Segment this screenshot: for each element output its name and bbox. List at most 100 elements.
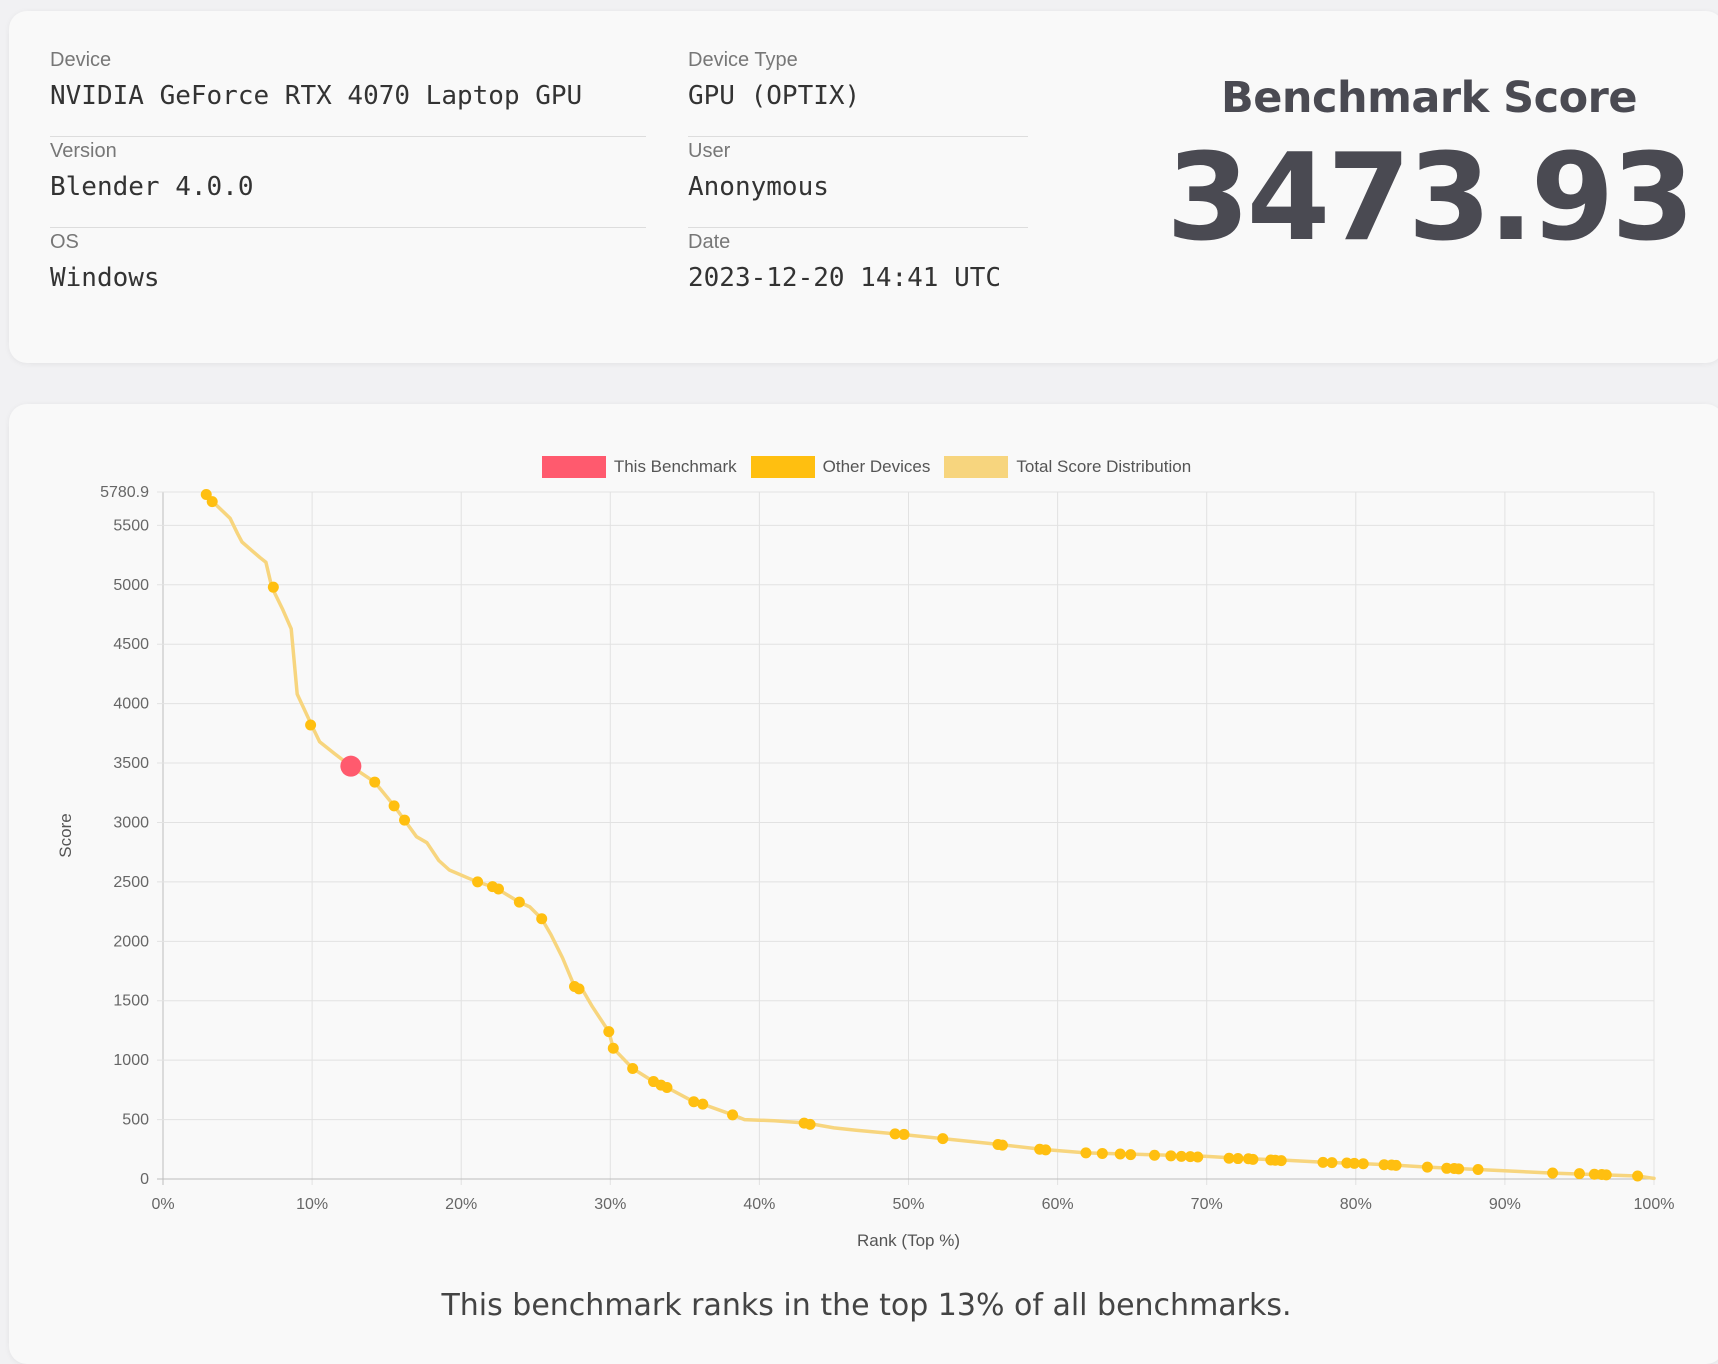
other-device-point[interactable]	[1600, 1169, 1612, 1181]
version-label: Version	[50, 140, 117, 162]
x-tick-label: 20%	[445, 1196, 477, 1213]
x-tick-label: 0%	[151, 1196, 174, 1213]
other-device-point[interactable]	[697, 1098, 709, 1110]
other-device-point[interactable]	[1275, 1155, 1287, 1167]
os-field: OS Windows	[50, 230, 160, 294]
other-device-point[interactable]	[996, 1139, 1008, 1151]
legend-item-this-benchmark[interactable]: This Benchmark	[541, 456, 737, 478]
other-device-point[interactable]	[1317, 1156, 1329, 1168]
date-field: Date 2023-12-20 14:41 UTC	[688, 230, 1001, 294]
chart-legend: This Benchmark Other Devices Total Score…	[9, 456, 1718, 478]
y-tick-label: 4500	[113, 636, 149, 653]
other-device-point[interactable]	[1547, 1167, 1559, 1179]
other-device-point[interactable]	[688, 1096, 700, 1108]
other-device-point[interactable]	[206, 496, 218, 508]
other-device-point[interactable]	[1357, 1158, 1369, 1170]
device-value: NVIDIA GeForce RTX 4070 Laptop GPU	[50, 81, 583, 111]
other-device-point[interactable]	[1453, 1163, 1465, 1175]
legend-swatch-total-distribution	[944, 456, 1009, 478]
y-tick-label: 3500	[113, 755, 149, 772]
legend-label: This Benchmark	[613, 457, 737, 476]
legend-item-other-devices[interactable]: Other Devices	[750, 456, 931, 478]
other-device-point[interactable]	[305, 719, 317, 731]
other-device-point[interactable]	[727, 1109, 739, 1121]
y-tick-label: 5000	[113, 577, 149, 594]
other-device-point[interactable]	[1573, 1168, 1585, 1180]
other-device-point[interactable]	[1348, 1157, 1360, 1169]
other-device-point[interactable]	[661, 1081, 673, 1093]
y-tick-label: 2000	[113, 933, 149, 950]
y-tick-label: 1000	[113, 1052, 149, 1069]
rank-summary: This benchmark ranks in the top 13% of a…	[441, 1288, 1292, 1323]
x-tick-label: 70%	[1191, 1196, 1223, 1213]
device-info-card: Device NVIDIA GeForce RTX 4070 Laptop GP…	[9, 11, 1718, 363]
y-tick-label: 3000	[113, 814, 149, 831]
other-device-point[interactable]	[889, 1128, 901, 1140]
y-tick-label: 5780.9	[100, 484, 149, 501]
x-tick-label: 30%	[594, 1196, 626, 1213]
other-device-point[interactable]	[1192, 1151, 1204, 1163]
other-device-point[interactable]	[1080, 1147, 1092, 1159]
divider	[50, 136, 646, 137]
other-device-point[interactable]	[492, 883, 504, 895]
y-tick-label: 4000	[113, 696, 149, 713]
other-device-point[interactable]	[388, 800, 400, 812]
other-device-point[interactable]	[399, 814, 411, 826]
other-device-point[interactable]	[804, 1118, 816, 1130]
other-device-point[interactable]	[607, 1042, 619, 1054]
other-device-point[interactable]	[1040, 1144, 1052, 1156]
y-tick-label: 5500	[113, 517, 149, 534]
score-distribution-chart: 0% 10% 20% 30% 40% 50% 60% 70% 80% 90% 100% 0 500 100…	[56, 484, 1675, 1250]
other-device-point[interactable]	[603, 1026, 615, 1038]
other-device-point[interactable]	[937, 1133, 949, 1145]
other-device-point[interactable]	[1165, 1150, 1177, 1162]
other-device-point[interactable]	[1632, 1170, 1644, 1182]
version-field: Version Blender 4.0.0	[50, 139, 254, 203]
x-tick-label: 50%	[892, 1196, 924, 1213]
other-device-point[interactable]	[1472, 1163, 1484, 1175]
other-device-point[interactable]	[472, 876, 484, 888]
legend-label: Other Devices	[822, 457, 931, 476]
os-value: Windows	[50, 263, 160, 293]
other-device-point[interactable]	[1149, 1149, 1161, 1161]
other-device-point[interactable]	[898, 1128, 910, 1140]
this-benchmark-point[interactable]	[340, 755, 362, 777]
device-field: Device NVIDIA GeForce RTX 4070 Laptop GP…	[50, 48, 582, 112]
device-type-label: Device Type	[688, 49, 798, 71]
other-device-point[interactable]	[627, 1062, 639, 1074]
benchmark-score-value: 3473.93	[1166, 129, 1695, 268]
x-tick-label: 60%	[1042, 1196, 1074, 1213]
other-device-point[interactable]	[369, 776, 381, 788]
other-device-point[interactable]	[1096, 1147, 1108, 1159]
other-device-point[interactable]	[513, 896, 525, 908]
legend-item-total-distribution[interactable]: Total Score Distribution	[944, 456, 1191, 478]
other-device-point[interactable]	[1421, 1161, 1433, 1173]
y-tick-label: 500	[122, 1112, 149, 1129]
other-device-point[interactable]	[1114, 1148, 1126, 1160]
other-device-point[interactable]	[1390, 1159, 1402, 1171]
other-device-point[interactable]	[1232, 1153, 1244, 1165]
x-axis-title: Rank (Top %)	[857, 1231, 960, 1250]
chart-card: This Benchmark Other Devices Total Score…	[9, 404, 1718, 1364]
device-type-field: Device Type GPU (OPTIX)	[688, 48, 860, 112]
os-label: OS	[50, 231, 79, 253]
y-tick-label: 2500	[113, 874, 149, 891]
other-device-point[interactable]	[1326, 1157, 1338, 1169]
other-device-point[interactable]	[573, 983, 585, 995]
other-device-point[interactable]	[267, 581, 279, 593]
x-tick-label: 90%	[1489, 1196, 1521, 1213]
other-device-point[interactable]	[1125, 1149, 1137, 1161]
x-tick-label: 80%	[1340, 1196, 1372, 1213]
x-tick-label: 100%	[1634, 1196, 1675, 1213]
y-tick-label: 1500	[113, 993, 149, 1010]
divider	[688, 136, 1028, 137]
divider	[688, 227, 1028, 228]
other-device-point[interactable]	[1175, 1150, 1187, 1162]
legend-swatch-this-benchmark	[541, 456, 606, 478]
y-tick-label: 0	[140, 1171, 149, 1188]
date-value: 2023-12-20 14:41 UTC	[688, 263, 1002, 293]
other-device-point[interactable]	[1223, 1152, 1235, 1164]
other-device-point[interactable]	[536, 913, 548, 925]
other-device-point[interactable]	[1247, 1153, 1259, 1165]
device-label: Device	[50, 49, 112, 71]
